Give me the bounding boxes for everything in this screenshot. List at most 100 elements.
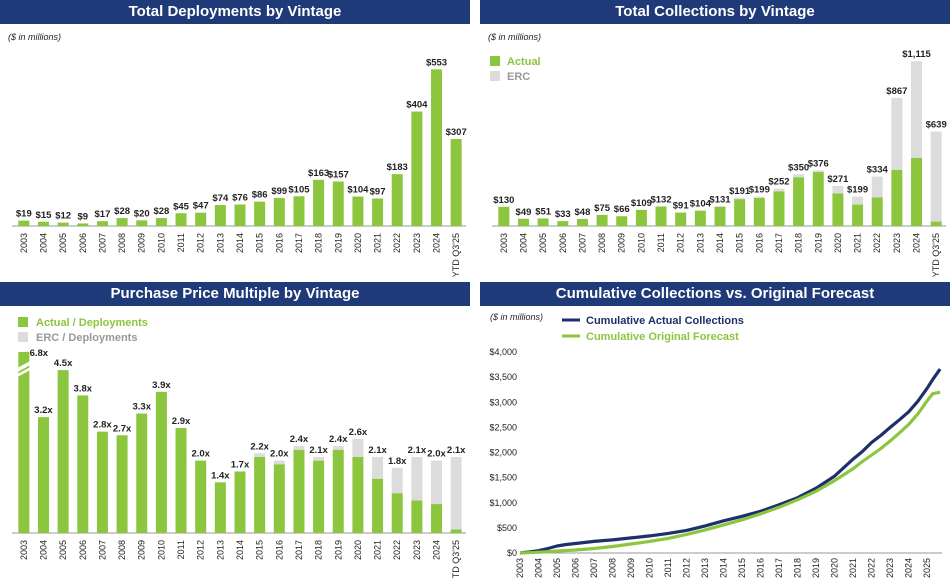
data-label: $75 <box>594 203 611 214</box>
x-tick-label: 2013 <box>215 540 225 560</box>
axis-break-marker <box>17 367 31 377</box>
bar-actual-deployments-2013 <box>214 482 226 533</box>
deployments-chart: ($ in millions) $19 2003 $15 2004 $12 2005 $9 2… <box>8 32 467 277</box>
data-label: $105 <box>288 184 310 195</box>
x-tick-label: 2019 <box>813 233 823 253</box>
bar-actual-deployments-2020 <box>352 456 364 533</box>
series-line-cumulative-actual <box>519 368 942 555</box>
data-label: $639 <box>926 120 947 131</box>
data-label: $376 <box>808 158 829 169</box>
bar-erc-deployments-2018 <box>313 456 325 461</box>
x-tick-label: 2009 <box>137 233 147 253</box>
bar-actual-2020 <box>832 193 844 226</box>
x-tick-label: 2021 <box>373 233 383 253</box>
data-label: $17 <box>95 209 111 220</box>
y-tick-label: $2,000 <box>489 448 517 458</box>
data-label: $47 <box>193 201 209 212</box>
x-tick-label: 2018 <box>794 233 804 253</box>
bar-erc-deployments-2016 <box>273 460 285 465</box>
x-tick-label: 2010 <box>156 540 166 560</box>
bar-actual-2018 <box>793 177 805 226</box>
bar-actual-2016 <box>753 197 765 226</box>
x-tick-label: 2015 <box>255 540 265 560</box>
x-tick-label: 2016 <box>274 540 284 560</box>
data-label: 2.0x <box>270 449 289 460</box>
data-label: $199 <box>847 185 868 196</box>
bar-erc-deployments-2023 <box>411 456 423 501</box>
legend-swatch-erc <box>490 71 500 81</box>
data-label: 2.9x <box>172 416 191 427</box>
panel-title-cumulative: Cumulative Collections vs. Original Fore… <box>480 282 950 306</box>
data-label: $28 <box>114 206 130 217</box>
x-tick-label: 2017 <box>774 558 784 578</box>
x-tick-label: 2020 <box>353 233 363 253</box>
data-label: $15 <box>36 210 53 221</box>
x-tick-label: 2004 <box>518 233 528 253</box>
x-tick-label: 2015 <box>255 233 265 253</box>
bar-erc-2019 <box>812 170 824 173</box>
bar-actual-2007 <box>576 218 588 226</box>
x-tick-label: 2013 <box>700 558 710 578</box>
x-tick-label: 2024 <box>912 233 922 253</box>
bar-actual-deployments-2015 <box>254 456 266 533</box>
legend-label-cumulative-actual: Cumulative Actual Collections <box>586 315 744 327</box>
data-label: $20 <box>134 208 150 219</box>
bar-2011 <box>175 213 187 226</box>
y-tick-label: $2,500 <box>489 422 517 432</box>
x-tick-label: 2023 <box>412 540 422 560</box>
x-tick-label: 2016 <box>756 558 766 578</box>
x-tick-label: 2018 <box>314 233 324 253</box>
bar-2019 <box>332 181 344 226</box>
data-label: $199 <box>749 185 770 196</box>
data-label: $132 <box>650 194 671 205</box>
bar-erc-2018 <box>793 174 805 178</box>
x-tick-label: 2023 <box>885 558 895 578</box>
data-label: $163 <box>308 168 329 179</box>
bar-actual-deployments-2021 <box>372 478 384 533</box>
data-label: $12 <box>55 211 71 222</box>
x-tick-label: 2017 <box>294 540 304 560</box>
x-tick-label: 2005 <box>538 233 548 253</box>
x-tick-label: 2012 <box>676 233 686 253</box>
data-label: $28 <box>153 206 169 217</box>
data-label: 2.0x <box>191 449 210 460</box>
axis-break-marker <box>17 361 31 372</box>
bar-actual-2003 <box>498 206 510 226</box>
bar-2023 <box>411 111 423 226</box>
x-tick-label: YTD Q3'25 <box>451 540 461 579</box>
x-tick-label: 2012 <box>196 233 206 253</box>
data-label: 1.7x <box>231 459 250 470</box>
data-label: $157 <box>328 170 349 181</box>
x-tick-label: 2014 <box>719 558 729 578</box>
y-tick-label: $3,000 <box>489 397 517 407</box>
legend-label-actual-deployments: Actual / Deployments <box>36 317 148 329</box>
unit-note: ($ in millions) <box>490 312 543 322</box>
data-label: 2.2x <box>250 441 269 452</box>
x-tick-label: 2004 <box>38 233 48 253</box>
x-tick-label: 2022 <box>872 233 882 253</box>
x-tick-label: 2016 <box>274 233 284 253</box>
panel-cumulative: Cumulative Collections vs. Original Fore… <box>480 282 950 579</box>
bar-erc-2016 <box>753 196 765 198</box>
bar-2008 <box>116 218 128 226</box>
bar-2015 <box>254 201 266 226</box>
x-tick-label: 2012 <box>682 558 692 578</box>
data-label: $867 <box>886 86 907 97</box>
data-label: $1,115 <box>902 49 931 60</box>
bar-erc-deployments-2017 <box>293 446 305 450</box>
bar-erc-2024 <box>911 61 923 158</box>
y-tick-label: $0 <box>507 548 517 558</box>
data-label: $350 <box>788 162 809 173</box>
data-label: $307 <box>446 127 467 138</box>
bar-2014 <box>234 204 246 226</box>
x-tick-label: 2023 <box>892 233 902 253</box>
x-tick-label: 2003 <box>515 558 525 578</box>
bar-erc-deployments-2019 <box>332 446 344 450</box>
bar-2021 <box>372 198 384 226</box>
data-label: 1.4x <box>211 470 230 481</box>
bar-2017 <box>293 196 305 226</box>
cumulative-chart: ($ in millions) Cumulative Actual Collec… <box>489 312 942 578</box>
legend-swatch-erc-deployments <box>18 332 28 342</box>
x-tick-label: 2004 <box>38 540 48 560</box>
x-tick-label: 2013 <box>215 233 225 253</box>
